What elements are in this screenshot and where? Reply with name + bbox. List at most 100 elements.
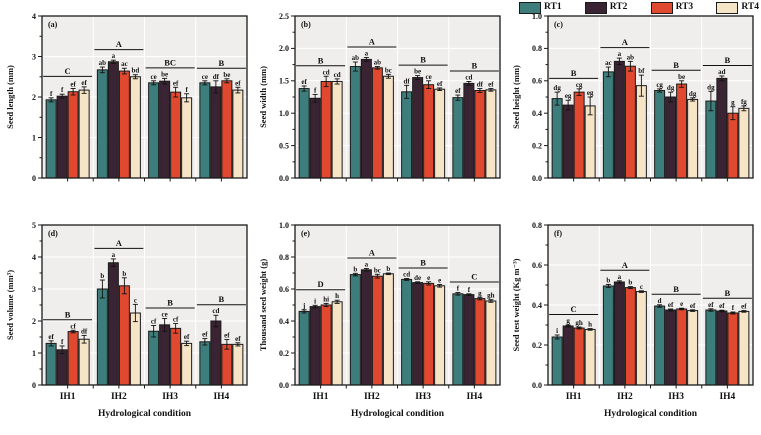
svg-text:cd: cd (334, 71, 341, 79)
svg-text:fg: fg (741, 98, 747, 106)
svg-text:cf: cf (151, 317, 157, 325)
svg-text:hi: hi (323, 295, 329, 303)
svg-text:g: g (566, 317, 570, 325)
svg-text:A: A (369, 36, 376, 46)
svg-text:d: d (658, 297, 662, 305)
svg-text:3: 3 (32, 285, 36, 294)
svg-text:0: 0 (32, 381, 36, 390)
svg-text:a: a (365, 261, 369, 269)
svg-text:cd: cd (323, 68, 330, 76)
svg-text:B: B (571, 68, 577, 78)
svg-text:df: df (81, 327, 88, 335)
svg-text:B: B (673, 60, 679, 70)
legend-item-rt3: RT3 (650, 1, 694, 14)
svg-text:0.4: 0.4 (532, 109, 542, 118)
svg-text:Hydrological condition: Hydrological condition (604, 409, 698, 419)
svg-text:ef: ef (455, 87, 461, 95)
svg-text:2: 2 (32, 93, 36, 102)
svg-text:ef: ef (741, 303, 747, 311)
svg-text:0.2: 0.2 (532, 341, 542, 350)
svg-text:be: be (223, 71, 230, 79)
svg-text:cg: cg (576, 81, 583, 89)
svg-text:IH1: IH1 (566, 392, 582, 402)
svg-text:gh: gh (487, 292, 495, 300)
svg-text:A: A (116, 238, 123, 248)
svg-text:(e): (e) (301, 229, 310, 238)
svg-text:ef: ef (437, 80, 443, 88)
svg-text:Thousand seed weight (g): Thousand seed weight (g) (258, 259, 268, 352)
svg-text:f: f (185, 86, 188, 94)
svg-text:h: h (335, 292, 339, 300)
svg-text:BC: BC (164, 57, 176, 67)
svg-text:ef: ef (690, 302, 696, 310)
legend-swatch-rt3 (650, 1, 673, 14)
svg-text:b: b (628, 279, 632, 287)
svg-text:IH3: IH3 (415, 392, 431, 402)
svg-text:B: B (725, 55, 731, 65)
svg-text:(a): (a) (48, 20, 58, 29)
legend-item-rt4: RT4 (716, 1, 759, 14)
svg-text:df: df (213, 73, 220, 81)
svg-text:0.4: 0.4 (279, 317, 289, 326)
svg-text:ef: ef (301, 78, 307, 86)
svg-text:ef: ef (235, 79, 241, 87)
svg-text:bc: bc (374, 266, 381, 274)
svg-text:Hydrological condition: Hydrological condition (351, 409, 445, 419)
svg-text:dg: dg (553, 84, 561, 92)
svg-text:IH4: IH4 (213, 392, 229, 402)
svg-text:f: f (457, 285, 460, 293)
svg-text:de: de (414, 274, 421, 282)
svg-text:be: be (161, 70, 168, 78)
svg-text:0.0: 0.0 (279, 381, 289, 390)
svg-text:gh: gh (575, 319, 583, 327)
svg-text:B: B (65, 309, 71, 319)
svg-text:1: 1 (32, 133, 36, 142)
svg-text:cd: cd (403, 270, 410, 278)
svg-text:B: B (420, 55, 426, 65)
svg-text:B: B (673, 284, 679, 294)
svg-text:b: b (606, 276, 610, 284)
svg-text:i: i (314, 297, 316, 305)
svg-text:(b): (b) (301, 20, 311, 29)
svg-text:a: a (112, 251, 116, 259)
legend-item-rt2: RT2 (584, 1, 627, 14)
svg-text:eg: eg (565, 92, 572, 100)
svg-text:dg: dg (667, 84, 675, 92)
svg-text:1.0: 1.0 (279, 221, 289, 230)
svg-text:ef: ef (48, 333, 54, 341)
svg-text:e: e (680, 300, 683, 308)
svg-text:IH3: IH3 (668, 392, 684, 402)
svg-text:ce: ce (202, 73, 208, 81)
svg-text:f: f (468, 286, 471, 294)
svg-text:5: 5 (32, 221, 36, 230)
svg-text:bc: bc (385, 66, 392, 74)
svg-text:ab: ab (99, 59, 107, 67)
svg-text:eg: eg (587, 89, 594, 97)
svg-text:cf: cf (70, 322, 76, 330)
svg-text:2.5: 2.5 (279, 12, 289, 21)
svg-text:f: f (61, 338, 64, 346)
svg-text:(c): (c) (554, 20, 563, 29)
svg-text:B: B (219, 294, 225, 304)
svg-text:Seed height (mm): Seed height (mm) (511, 65, 521, 129)
svg-text:A: A (622, 260, 629, 270)
svg-text:0.8: 0.8 (532, 44, 542, 53)
svg-text:0.0: 0.0 (532, 174, 542, 183)
svg-text:ac: ac (121, 60, 128, 68)
svg-text:b: b (100, 272, 104, 280)
svg-text:cd: cd (212, 307, 219, 315)
svg-text:4: 4 (32, 253, 36, 262)
svg-text:C: C (471, 272, 477, 282)
svg-text:2: 2 (32, 317, 36, 326)
legend-item-rt1: RT1 (519, 1, 562, 14)
svg-text:4: 4 (32, 12, 36, 21)
svg-text:g: g (731, 99, 735, 107)
svg-text:(f): (f) (554, 229, 562, 238)
svg-text:A: A (116, 39, 123, 49)
svg-text:bf: bf (638, 67, 645, 75)
legend-label-rt3: RT3 (675, 2, 694, 12)
svg-text:b: b (353, 265, 357, 273)
